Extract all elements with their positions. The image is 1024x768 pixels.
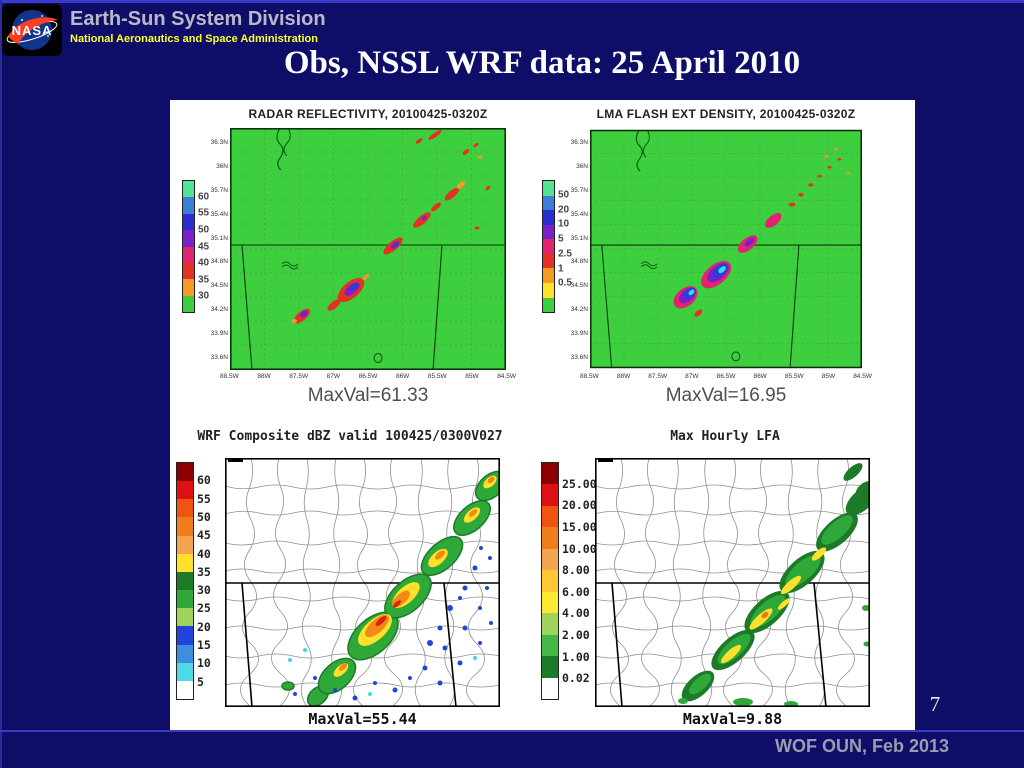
header-agency-subtitle: National Aeronautics and Space Administr… bbox=[70, 33, 318, 45]
radar-colorbar: 60 55 50 45 40 35 30 bbox=[182, 180, 209, 313]
wrf-dbz-colorbar-scale bbox=[176, 462, 194, 700]
lma-latitude-ticks: 36.3N 36N 35.7N 35.4N 35.1N 34.8N 34.5N 34.2N 33… bbox=[570, 139, 588, 361]
lfa-colorbar-labels: 25.00 20.00 15.00 10.00 8.00 6.00 4.00 2.00 1.00… bbox=[562, 476, 597, 686]
max-hourly-lfa-map bbox=[595, 458, 870, 707]
lfa-colorbar: 25.00 20.00 15.00 10.00 8.00 6.00 4.00 2.00 1.00… bbox=[541, 462, 597, 700]
svg-text:NASA: NASA bbox=[12, 23, 53, 38]
wrf-dbz-colorbar: 60 55 50 45 40 35 30 25 20 15 10 5 bbox=[176, 462, 211, 700]
footer-divider-line bbox=[0, 730, 1024, 732]
slide-content-sheet: RADAR REFLECTIVITY, 20100425-0320Z 60 55 5… bbox=[170, 100, 915, 730]
lma-storm-cells bbox=[673, 148, 851, 317]
nasa-meatball-icon: NASA bbox=[6, 10, 58, 50]
lma-colorbar: 50 20 10 5 2.5 1 0.5 bbox=[542, 180, 572, 313]
lfa-maxval: MaxVal=9.88 bbox=[682, 710, 783, 728]
lma-panel-title: LMA FLASH EXT DENSITY, 20100425-0320Z bbox=[596, 107, 856, 121]
header-division-title: Earth-Sun System Division bbox=[70, 8, 326, 30]
wrf-dbz-colorbar-labels: 60 55 50 45 40 35 30 25 20 15 10 5 bbox=[197, 473, 211, 689]
left-accent-line bbox=[0, 0, 2, 768]
page-number: 7 bbox=[929, 692, 941, 716]
slide-title: Obs, NSSL WRF data: 25 April 2010 bbox=[283, 45, 801, 81]
radar-colorbar-scale bbox=[182, 180, 195, 313]
nasa-logo: NASA bbox=[2, 4, 62, 56]
wrf-dbz-panel-title: WRF Composite dBZ valid 100425/0300V027 bbox=[197, 429, 503, 444]
radar-latitude-ticks: 36.3N 36N 35.7N 35.4N 35.1N 34.8N 34.5N 34.2N 33… bbox=[210, 139, 228, 361]
radar-storm-cells bbox=[291, 130, 491, 324]
lma-flash-density-map bbox=[590, 128, 862, 370]
top-accent-line bbox=[0, 0, 1024, 3]
wrf-composite-dbz-map bbox=[225, 458, 500, 707]
wrf-dbz-squall-line bbox=[281, 470, 500, 707]
lma-longitude-ticks: 88.5W 88W 87.5W 87W 86.5W 86W 85.5W 85W 84.5W bbox=[580, 373, 872, 380]
wrf-dbz-maxval: MaxVal=55.44 bbox=[308, 710, 417, 728]
lfa-colorbar-scale bbox=[541, 462, 559, 700]
footer-text: WOF OUN, Feb 2013 bbox=[774, 736, 950, 756]
lma-colorbar-labels: 50 20 10 5 2.5 1 0.5 bbox=[558, 189, 572, 289]
radar-maxval: MaxVal=61.33 bbox=[307, 385, 429, 406]
radar-longitude-ticks: 88.5W 88W 87.5W 87W 86.5W 86W 85.5W 85W 84.5W bbox=[220, 373, 516, 380]
lfa-band bbox=[678, 463, 870, 707]
lfa-panel-title: Max Hourly LFA bbox=[670, 429, 780, 444]
radar-colorbar-labels: 60 55 50 45 40 35 30 bbox=[198, 191, 210, 302]
radar-reflectivity-map bbox=[230, 128, 506, 370]
radar-panel-title: RADAR REFLECTIVITY, 20100425-0320Z bbox=[248, 107, 488, 121]
lma-maxval: MaxVal=16.95 bbox=[665, 385, 787, 406]
lma-colorbar-scale bbox=[542, 180, 555, 313]
